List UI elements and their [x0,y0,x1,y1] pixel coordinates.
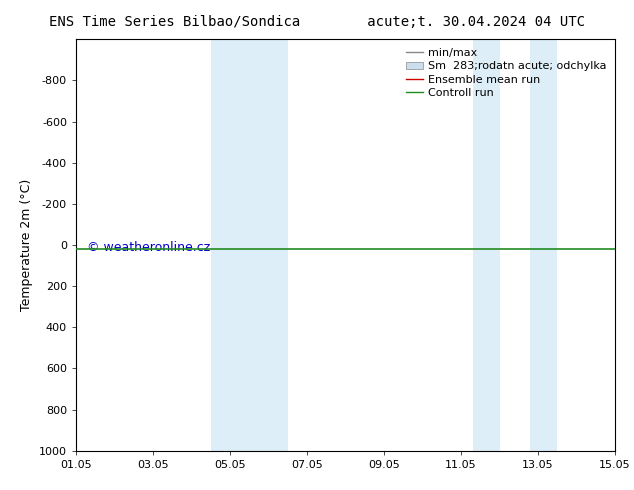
Bar [230,39,288,451]
Bar [530,39,557,451]
Bar [472,39,500,451]
Legend: min/max, Sm  283;rodatn acute; odchylka, Ensemble mean run, Controll run: min/max, Sm 283;rodatn acute; odchylka, … [403,45,609,101]
Bar [210,39,230,451]
Text: ENS Time Series Bilbao/Sondica        acute;t. 30.04.2024 04 UTC: ENS Time Series Bilbao/Sondica acute;t. … [49,15,585,29]
Y-axis label: Temperature 2m (°C): Temperature 2m (°C) [20,179,34,311]
Text: © weatheronline.cz: © weatheronline.cz [87,241,210,253]
